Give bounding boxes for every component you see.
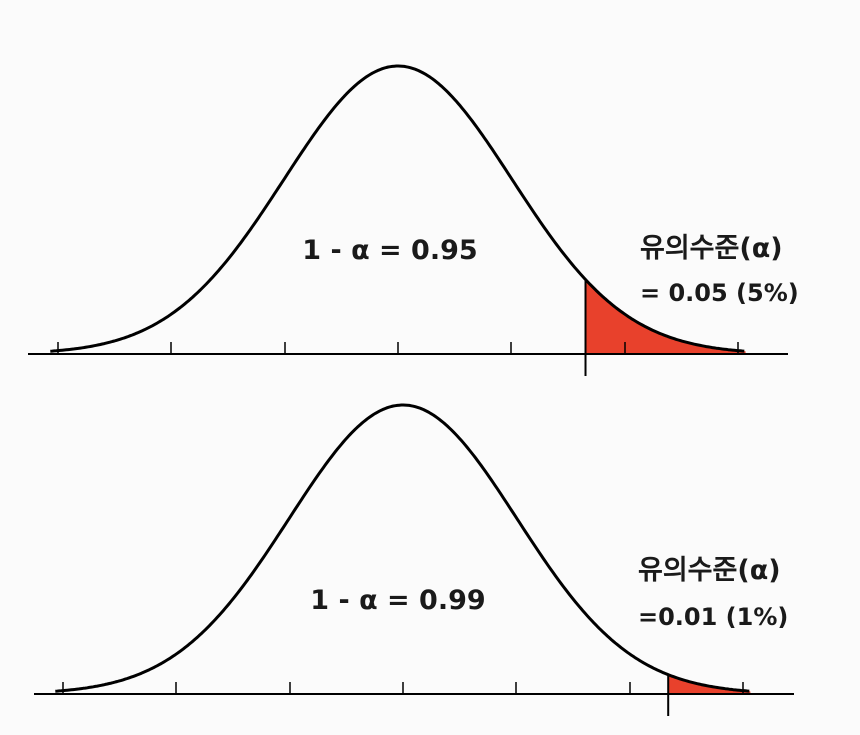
normal-distribution-curve (50, 64, 745, 353)
confidence-level-label: 1 - α = 0.95 (302, 235, 477, 266)
rejection-region-shaded (668, 674, 751, 694)
panel-alpha-005: 1 - α = 0.95 유의수준(α) = 0.05 (5%) (28, 64, 799, 376)
significance-level-value: =0.01 (1%) (638, 603, 788, 631)
normal-distribution-curve (55, 403, 750, 693)
significance-level-title: 유의수준(α) (638, 555, 781, 586)
panel-alpha-001: 1 - α = 0.99 유의수준(α) =0.01 (1%) (34, 403, 794, 716)
significance-level-title: 유의수준(α) (640, 233, 783, 264)
rejection-region-shaded (585, 279, 746, 354)
significance-level-value: = 0.05 (5%) (640, 279, 799, 307)
confidence-level-label: 1 - α = 0.99 (310, 585, 485, 616)
